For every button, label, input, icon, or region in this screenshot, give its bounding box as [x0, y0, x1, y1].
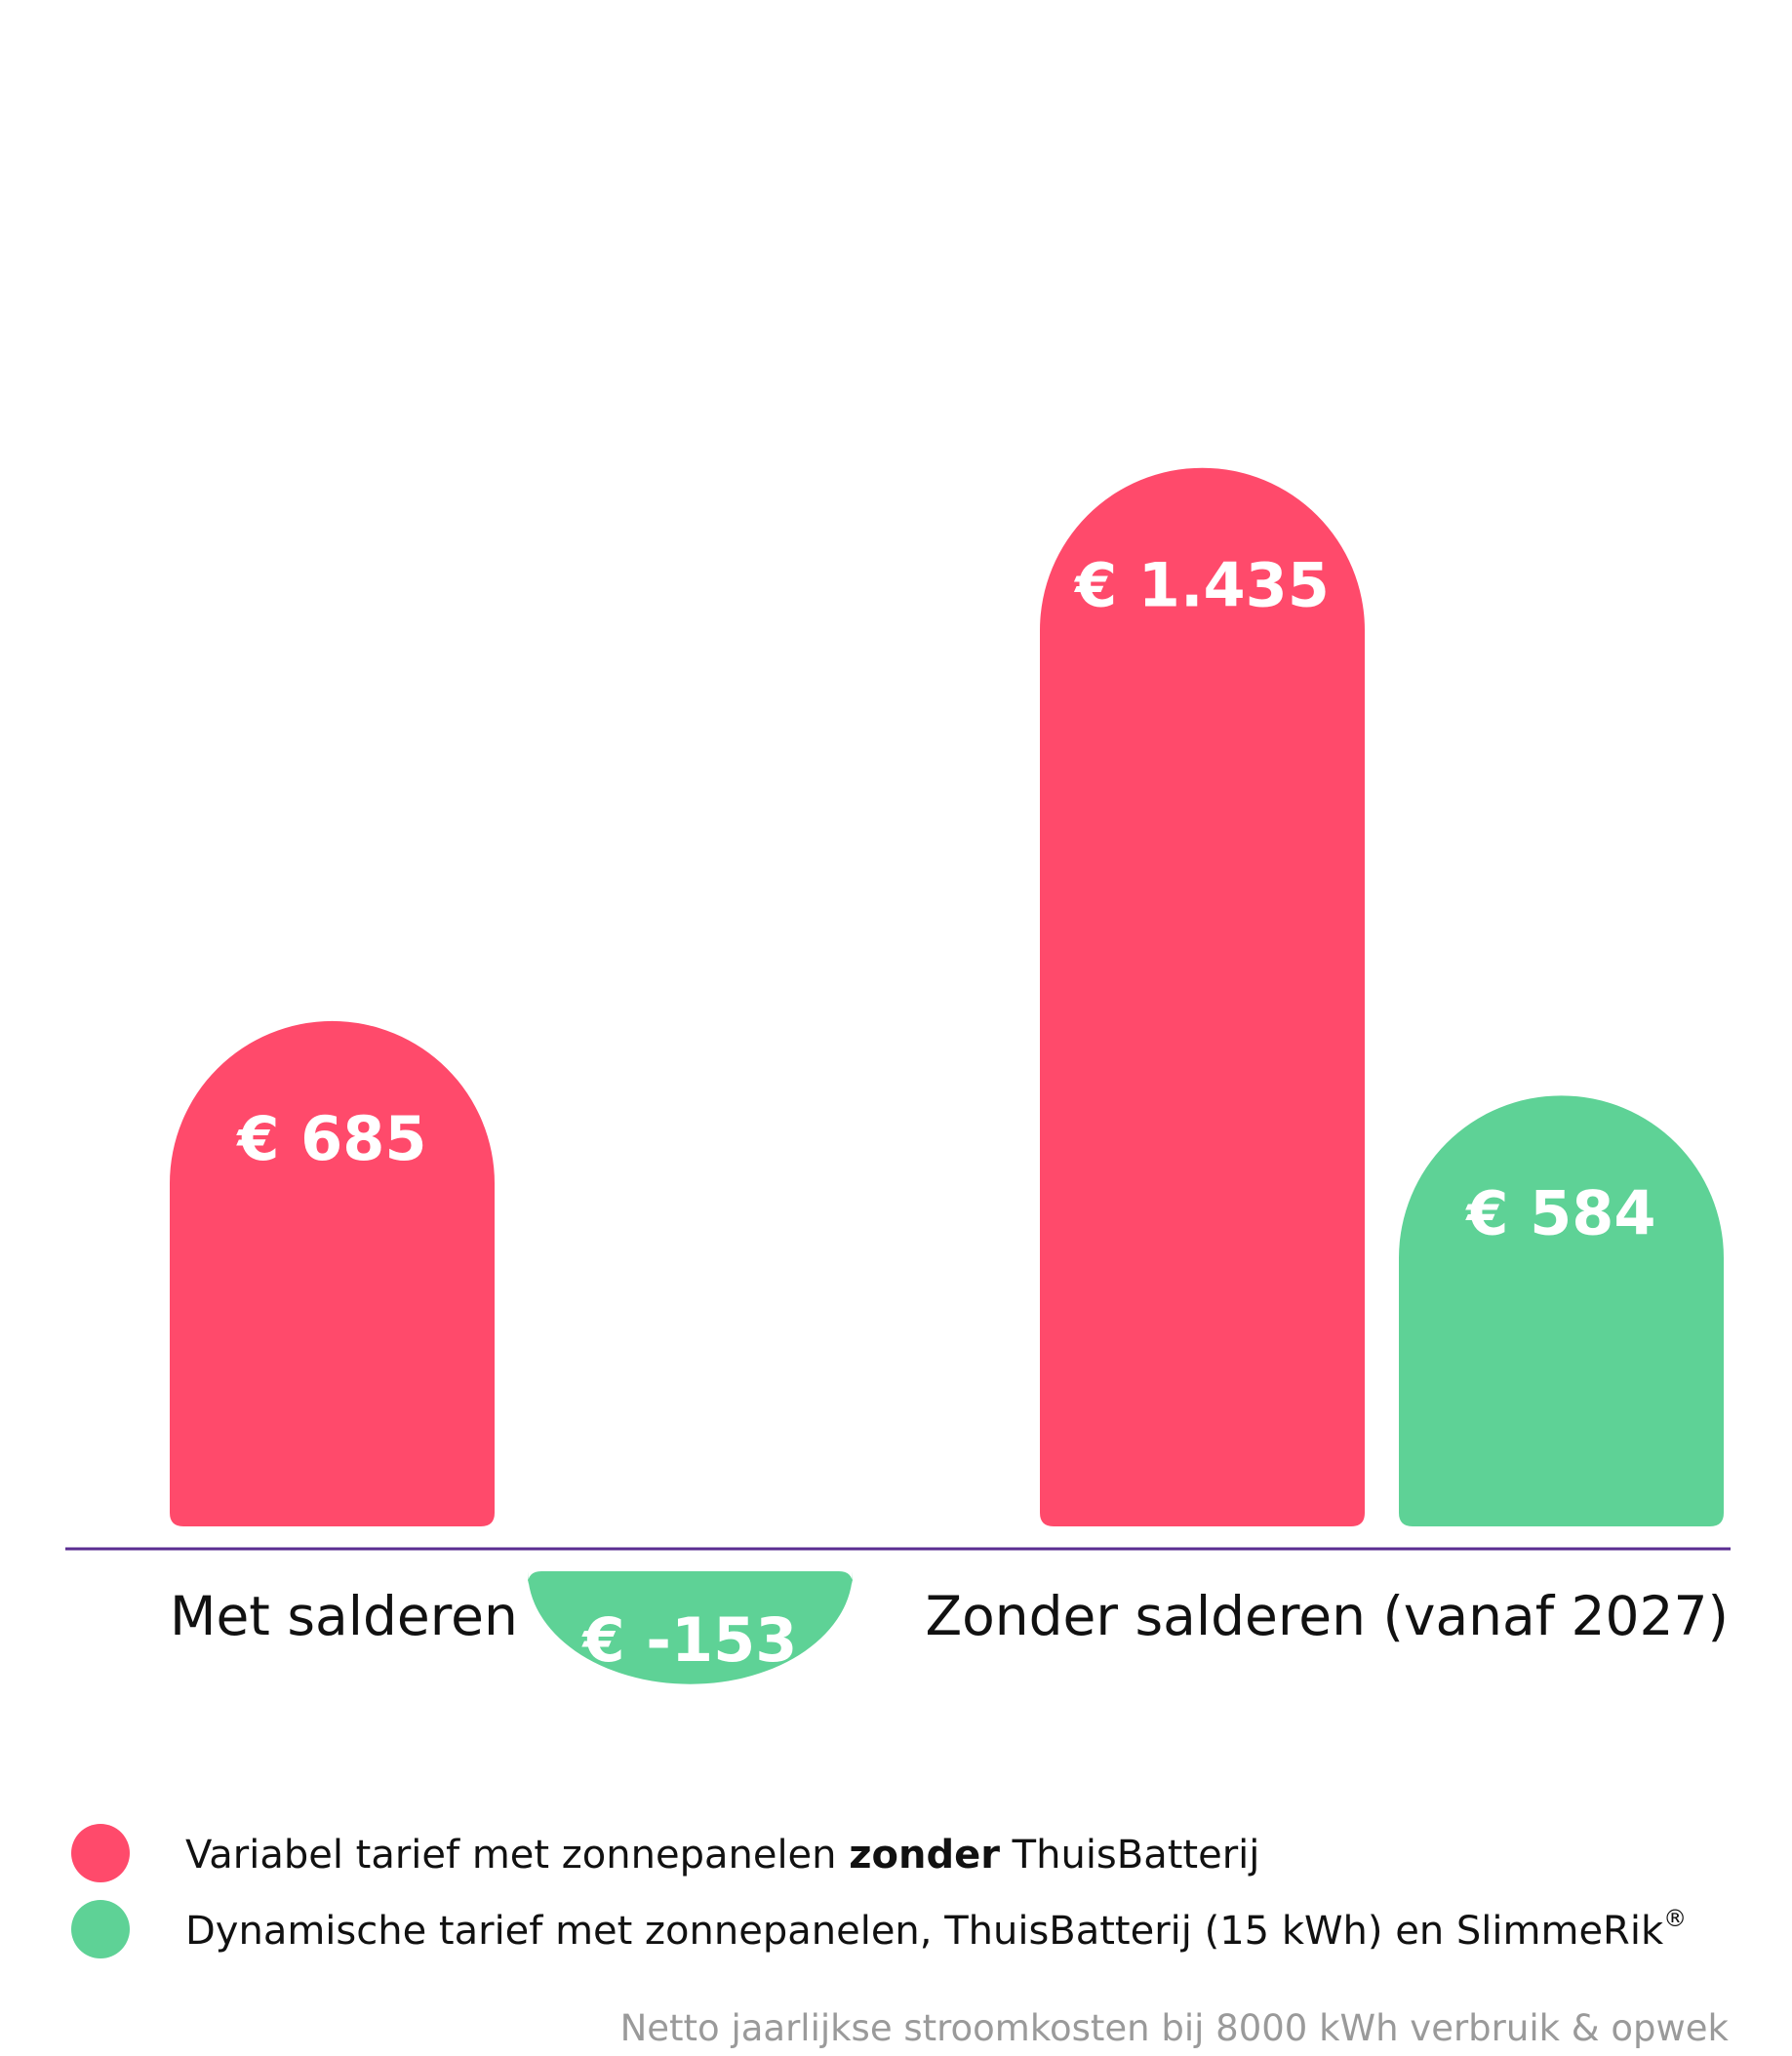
footnote: Netto jaarlijkse stroomkosten bij 8000 k…: [620, 2007, 1730, 2049]
legend-label-variabel-part3: ThuisBatterij: [1000, 1833, 1259, 1878]
category-label-met-salderen: Met salderen: [170, 1585, 518, 1647]
legend-label-variabel-part1: Variabel tarief met zonnepanelen: [185, 1833, 849, 1878]
legend-label-variabel: Variabel tarief met zonnepanelen zonder …: [185, 1833, 1259, 1878]
bar-labels-group: € 685 € 1.435 € -153 € 584: [235, 550, 1655, 1676]
category-label-zonder-salderen: Zonder salderen (vanaf 2027): [925, 1585, 1729, 1647]
bar-series1-cat0: [528, 1571, 854, 1684]
legend-registered-mark: ®: [1663, 1905, 1687, 1932]
bar-series0-cat0: [170, 1020, 495, 1526]
bars-group: [170, 467, 1724, 1684]
bar-value-label-series0-cat1: € 1.435: [1073, 550, 1330, 621]
bar-series1-cat1: [1399, 1095, 1724, 1526]
bar-series0-cat1: [1040, 467, 1365, 1527]
legend-label-variabel-bold: zonder: [849, 1833, 1000, 1878]
bar-value-label-series0-cat0: € 685: [235, 1103, 426, 1174]
legend-label-dynamisch: Dynamische tarief met zonnepanelen, Thui…: [185, 1905, 1687, 1954]
legend-swatch-dynamisch: [71, 1900, 130, 1958]
legend-label-dynamisch-main: Dynamische tarief met zonnepanelen, Thui…: [185, 1909, 1664, 1954]
bar-value-label-series1-cat1: € 584: [1464, 1177, 1655, 1248]
bar-value-label-series1-cat0: € -153: [581, 1604, 798, 1676]
legend-swatch-variabel: [71, 1824, 130, 1882]
